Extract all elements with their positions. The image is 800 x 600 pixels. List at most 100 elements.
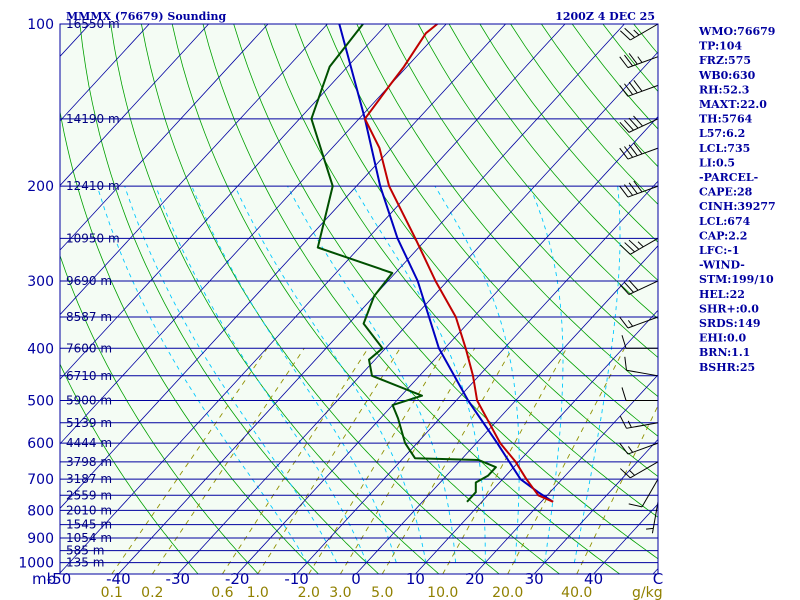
barb-shaft <box>630 23 659 41</box>
height-label: 8587 m <box>66 310 112 324</box>
barb-flag <box>633 115 643 127</box>
dry-adiabat-line <box>171 24 560 574</box>
height-label: 3798 m <box>66 455 112 469</box>
barb-flag <box>633 180 643 193</box>
wind-barb <box>619 53 659 69</box>
stat-line: -WIND- <box>699 259 745 272</box>
wind-barb <box>621 387 658 401</box>
barb-shaft <box>641 478 659 508</box>
stat-line: SHR+:0.0 <box>699 302 759 315</box>
moist-adiabat-line <box>234 185 427 563</box>
mixing-ratio-line <box>222 348 369 574</box>
plot-area <box>60 24 658 574</box>
temperature-tick-label: 30 <box>525 570 544 588</box>
height-label: 5900 m <box>66 393 112 407</box>
stat-line: CAP:2.2 <box>699 229 747 242</box>
height-label: 6710 m <box>66 369 112 383</box>
temperature-tick-label: -10 <box>284 570 309 588</box>
stat-line: CAPE:28 <box>699 186 753 199</box>
barb-flag <box>633 80 643 92</box>
wind-barb <box>628 478 659 508</box>
pressure-tick-label: 700 <box>27 472 54 488</box>
temperature-tick-label: 20 <box>465 570 484 588</box>
barb-flag <box>628 503 643 508</box>
stat-line: CINH:39277 <box>699 200 776 213</box>
wind-barb <box>619 180 659 198</box>
temperature-tick-label: -20 <box>225 570 250 588</box>
temperature-tick-label: -30 <box>166 570 191 588</box>
barb-shaft <box>627 316 659 329</box>
temperature-tick-label: 10 <box>406 570 425 588</box>
dry-adiabat-line <box>110 24 440 574</box>
mixing-ratio-tick-label: 40.0 <box>561 585 592 600</box>
wind-barb <box>619 461 659 479</box>
isotherm-line <box>296 180 658 574</box>
height-label: 9690 m <box>66 274 112 288</box>
stat-line: TH:5764 <box>699 113 753 126</box>
barb-flag <box>629 469 635 476</box>
moist-adiabat-line <box>434 185 520 563</box>
mixing-ratio-line <box>257 348 401 574</box>
stat-line: -PARCEL- <box>699 171 758 184</box>
dry-adiabat-line <box>60 254 259 574</box>
barb-flag <box>624 146 634 158</box>
stat-line: STM:199/10 <box>699 273 774 286</box>
barb-flag <box>624 281 634 293</box>
barb-shaft <box>626 369 659 377</box>
wind-barb <box>619 23 659 41</box>
barb-flag <box>624 119 634 131</box>
temperature-tick-label: 0 <box>351 570 361 588</box>
barb-shaft <box>627 185 659 198</box>
stat-line: BSHR:25 <box>699 361 755 374</box>
height-label: 2010 m <box>66 503 112 517</box>
barb-shaft <box>626 422 659 429</box>
dry-adiabat-line <box>141 24 500 574</box>
stat-line: EHI:0.0 <box>699 332 746 345</box>
barb-shaft <box>628 280 659 295</box>
isotherm-line <box>60 24 328 316</box>
barb-flag <box>628 53 638 65</box>
pressure-tick-label: 500 <box>27 393 54 409</box>
barb-flag <box>646 527 654 530</box>
pressure-tick-label: 400 <box>27 341 54 357</box>
height-label: 1054 m <box>66 531 112 545</box>
mixing-ratio-tick-label: 0.1 <box>101 585 123 600</box>
parcel-trace <box>338 24 554 503</box>
barb-flag <box>624 83 634 95</box>
isotherm-line <box>415 309 658 574</box>
wind-barb <box>619 142 659 160</box>
mixing-ratio-tick-label: 3.0 <box>329 585 351 600</box>
barb-flag <box>619 121 630 133</box>
stat-line: FRZ:575 <box>699 54 751 67</box>
dry-adiabat-line <box>264 24 658 518</box>
height-label: 4444 m <box>66 436 112 450</box>
mixing-ratio-tick-label: 20.0 <box>492 585 523 600</box>
barb-flag <box>619 185 629 198</box>
barb-shaft <box>627 147 659 160</box>
barb-flag <box>627 320 634 327</box>
barb-flag <box>619 415 627 429</box>
stat-line: LCL:735 <box>699 142 750 155</box>
barb-shaft <box>630 461 659 479</box>
barb-flag <box>628 279 639 291</box>
barb-flag <box>619 442 629 455</box>
station-title: MMMX (76679) Sounding <box>66 10 227 23</box>
temperature-trace <box>363 24 554 503</box>
isotherms <box>60 24 658 574</box>
isotherm-line <box>355 245 658 574</box>
stat-line: MAXT:22.0 <box>699 98 767 111</box>
barb-flag <box>619 468 631 479</box>
dry-adiabat-line <box>60 363 199 574</box>
height-label: 585 m <box>66 544 104 558</box>
isotherm-line <box>533 438 658 574</box>
wind-barb <box>624 356 659 377</box>
dewpoint-trace <box>310 24 497 503</box>
barb-flag <box>633 142 643 155</box>
mixing-ratio-tick-label: 10.0 <box>427 585 458 600</box>
barb-flag <box>637 241 644 248</box>
pressure-tick-label: 200 <box>27 179 54 195</box>
barb-shaft <box>630 237 659 255</box>
barb-flag <box>624 242 635 253</box>
stat-line: LI:0.5 <box>699 156 735 169</box>
